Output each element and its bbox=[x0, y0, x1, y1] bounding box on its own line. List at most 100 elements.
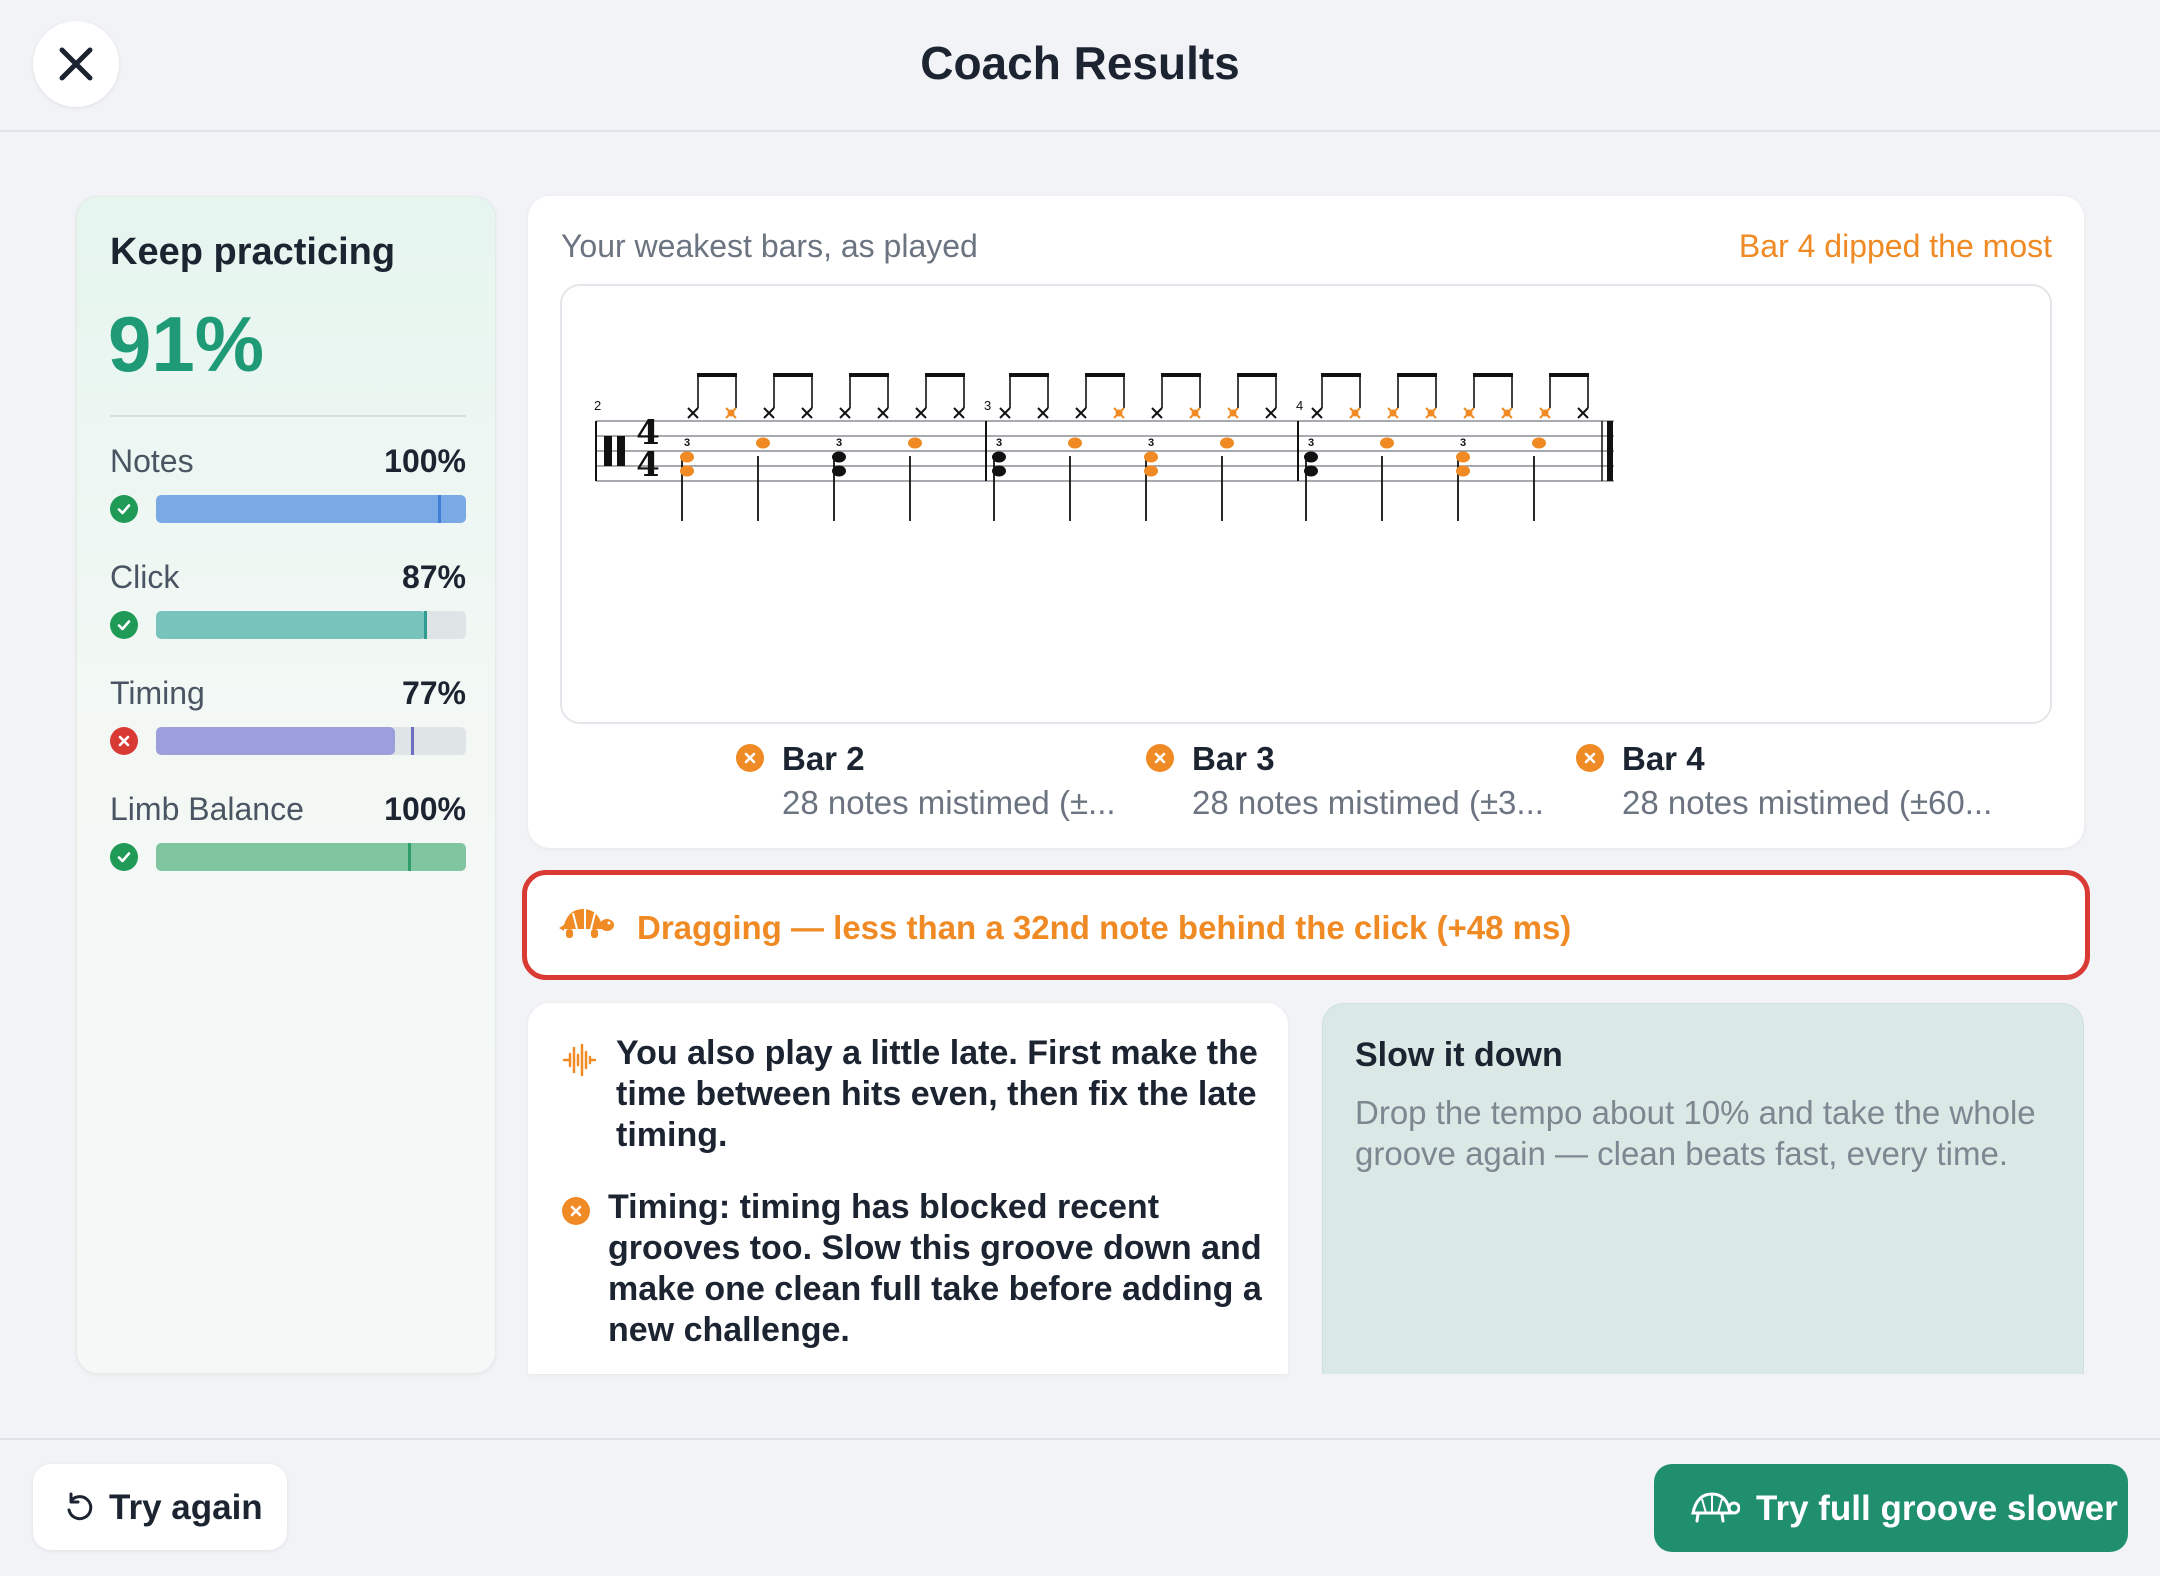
metric-value: 100% bbox=[384, 443, 466, 479]
note-beam bbox=[697, 373, 737, 377]
check-circle-icon bbox=[110, 843, 138, 871]
header-bar: Coach Results bbox=[0, 0, 2160, 132]
metric-label: Limb Balance bbox=[110, 791, 304, 827]
hihat-mistimed-dot bbox=[1427, 409, 1435, 417]
bass-note bbox=[992, 465, 1006, 477]
hihat-mistimed-dot bbox=[1541, 409, 1549, 417]
turtle-icon bbox=[1691, 1492, 1740, 1523]
snare-note bbox=[1144, 451, 1158, 463]
metric-target-marker bbox=[408, 843, 412, 871]
feedback-text: You also play a little late. First make … bbox=[616, 1034, 1258, 1154]
check-circle-icon bbox=[110, 611, 138, 639]
metric-progress-fill bbox=[156, 843, 466, 871]
bar-detail: 28 notes mistimed (±3... bbox=[1192, 784, 1544, 821]
x-circle-icon bbox=[1576, 744, 1604, 772]
hihat-mistimed-dot bbox=[1389, 409, 1397, 417]
hihat-note bbox=[999, 407, 1011, 419]
check-circle-icon bbox=[110, 495, 138, 523]
retry-icon bbox=[67, 1492, 93, 1521]
hihat-note bbox=[801, 407, 813, 419]
metric-progress-fill bbox=[156, 727, 395, 755]
hihat-mistimed-dot bbox=[1465, 409, 1473, 417]
snare-note bbox=[1220, 437, 1234, 449]
snare-note bbox=[992, 451, 1006, 463]
snare-note bbox=[908, 437, 922, 449]
x-circle-icon bbox=[110, 727, 138, 755]
metric-target-marker bbox=[423, 611, 427, 639]
snare-note bbox=[1532, 437, 1546, 449]
note-beam bbox=[1085, 373, 1125, 377]
metric-value: 100% bbox=[384, 791, 466, 827]
close-button[interactable] bbox=[33, 21, 119, 107]
snare-note bbox=[756, 437, 770, 449]
note-beam bbox=[925, 373, 965, 377]
overall-score: 91% bbox=[108, 300, 265, 388]
try-again-label: Try again bbox=[109, 1488, 263, 1527]
divider bbox=[110, 415, 466, 417]
tuplet-label: 3 bbox=[836, 437, 842, 449]
note-beam bbox=[849, 373, 889, 377]
hihat-mistimed-dot bbox=[1229, 409, 1237, 417]
metric-progress-bar bbox=[156, 495, 466, 523]
note-beam bbox=[1549, 373, 1589, 377]
weakest-bars-card: Your weakest bars, as played Bar 4 dippe… bbox=[528, 196, 2084, 848]
bass-note bbox=[832, 465, 846, 477]
score-summary-card: Keep practicing 91% Notes 100% Click 87%… bbox=[76, 196, 496, 1374]
turtle-icon bbox=[559, 909, 614, 938]
hihat-note bbox=[763, 407, 775, 419]
x-circle-icon bbox=[736, 744, 764, 772]
tip-body: Drop the tempo about 10% and take the wh… bbox=[1355, 1094, 2036, 1172]
try-slower-label: Try full groove slower bbox=[1756, 1489, 2118, 1528]
snare-note bbox=[1144, 465, 1158, 477]
tuplet-label: 3 bbox=[1308, 437, 1314, 449]
weakest-bar-callout: Bar 4 dipped the most bbox=[1738, 228, 2052, 264]
metric-progress-bar bbox=[156, 611, 466, 639]
snare-note bbox=[680, 465, 694, 477]
hihat-note bbox=[1265, 407, 1277, 419]
note-beam bbox=[1161, 373, 1201, 377]
bar-summary-item[interactable]: Bar 3 28 notes mistimed (±3... bbox=[1146, 740, 1566, 840]
final-barline-thick bbox=[1607, 421, 1613, 481]
hihat-mistimed-dot bbox=[1191, 409, 1199, 417]
bar-detail: 28 notes mistimed (±60... bbox=[1622, 784, 1993, 821]
x-circle-icon bbox=[1146, 744, 1174, 772]
bar-summary-item[interactable]: Bar 4 28 notes mistimed (±60... bbox=[1576, 740, 2016, 840]
note-beam bbox=[1473, 373, 1513, 377]
metric-click: Click 87% bbox=[110, 559, 466, 659]
hihat-note bbox=[953, 407, 965, 419]
hihat-note bbox=[915, 407, 927, 419]
tuplet-label: 3 bbox=[1460, 437, 1466, 449]
snare-note bbox=[680, 451, 694, 463]
note-beam bbox=[1237, 373, 1277, 377]
time-signature-bottom: 4 bbox=[636, 445, 660, 485]
snare-note bbox=[1068, 437, 1082, 449]
snare-note bbox=[832, 451, 846, 463]
try-again-button[interactable]: Try again bbox=[33, 1464, 287, 1550]
hihat-note bbox=[1151, 407, 1163, 419]
hihat-mistimed-dot bbox=[1503, 409, 1511, 417]
snare-note bbox=[1380, 437, 1394, 449]
metric-value: 77% bbox=[401, 675, 466, 711]
metric-progress-fill bbox=[156, 611, 426, 639]
try-slower-button[interactable]: Try full groove slower bbox=[1654, 1464, 2128, 1552]
hihat-note bbox=[839, 407, 851, 419]
bar-name: Bar 2 bbox=[782, 740, 865, 777]
metric-notes: Notes 100% bbox=[110, 443, 466, 543]
hihat-mistimed-dot bbox=[1351, 409, 1359, 417]
drum-staff: 442 3 43 3 3 3 3 3 bbox=[594, 373, 1614, 521]
x-circle-icon bbox=[562, 1197, 590, 1225]
metric-progress-bar bbox=[156, 727, 466, 755]
hihat-note bbox=[1037, 407, 1049, 419]
bar-summary-item[interactable]: Bar 2 28 notes mistimed (±... bbox=[736, 740, 1136, 840]
metric-label: Click bbox=[110, 559, 180, 595]
hihat-note bbox=[687, 407, 699, 419]
snare-note bbox=[1304, 451, 1318, 463]
feedback-text: Timing: timing has blocked recent groove… bbox=[608, 1188, 1262, 1349]
hihat-note bbox=[1075, 407, 1087, 419]
footer-bar: Try again Try full groove slower bbox=[0, 1438, 2160, 1576]
alert-text: Dragging — less than a 32nd note behind … bbox=[637, 909, 1572, 946]
hihat-mistimed-dot bbox=[727, 409, 735, 417]
hihat-mistimed-dot bbox=[1115, 409, 1123, 417]
hihat-note bbox=[1311, 407, 1323, 419]
